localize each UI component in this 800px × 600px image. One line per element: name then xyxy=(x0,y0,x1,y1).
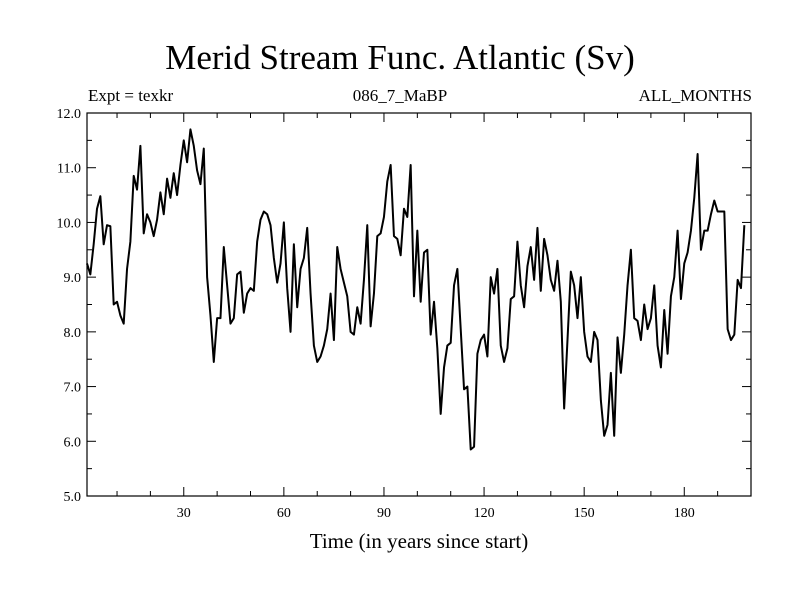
series-line xyxy=(86,128,746,451)
tick-labels: 5.0 6.0 7.0 8.0 9.0 10.0 11.0 12.0 30 60 90 120 150 1… xyxy=(57,107,695,521)
y-tick-label: 8.0 xyxy=(64,326,82,341)
y-tick-label: 11.0 xyxy=(57,162,81,177)
y-tick-label: 6.0 xyxy=(64,435,82,450)
x-tick-label: 90 xyxy=(377,506,391,521)
period-label: ALL_MONTHS xyxy=(638,86,752,105)
run-label: 086_7_MaBP xyxy=(352,86,448,105)
x-tick-label: 150 xyxy=(574,506,595,521)
y-tick-label: 10.0 xyxy=(57,216,82,231)
y-tick-label: 12.0 xyxy=(57,107,82,122)
x-tick-label: 60 xyxy=(277,506,291,521)
series-layer xyxy=(86,128,746,451)
x-tick-label: 120 xyxy=(474,506,495,521)
axis-ticks xyxy=(87,112,751,497)
x-tick-label: 30 xyxy=(177,506,191,521)
y-tick-label: 7.0 xyxy=(64,381,82,396)
chart-title: Merid Stream Func. Atlantic (Sv) xyxy=(165,38,635,77)
x-axis-title: Time (in years since start) xyxy=(310,529,529,553)
experiment-label: Expt = texkr xyxy=(88,86,174,105)
x-tick-label: 180 xyxy=(674,506,695,521)
y-tick-label: 5.0 xyxy=(64,490,82,505)
y-tick-label: 9.0 xyxy=(64,271,82,286)
